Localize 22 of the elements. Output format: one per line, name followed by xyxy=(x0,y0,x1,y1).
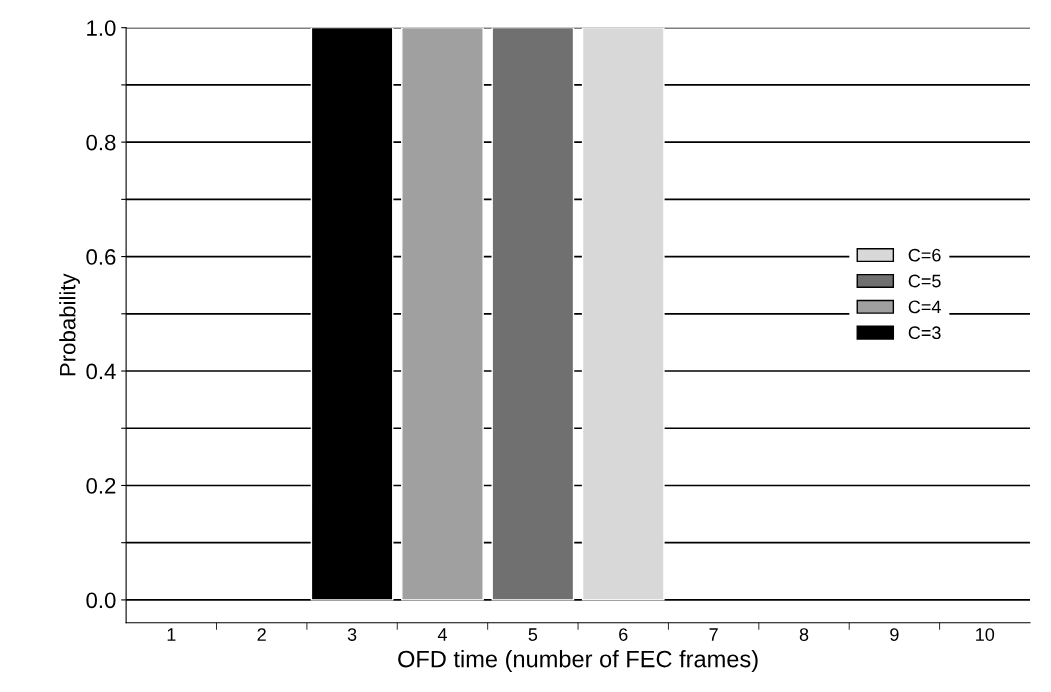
y-tick-label: 0.8 xyxy=(86,134,116,151)
legend-label: C=5 xyxy=(908,274,941,288)
y-tick-label: 0.6 xyxy=(86,249,116,265)
x-tick-label: 8 xyxy=(799,628,809,641)
x-tick-label: 10 xyxy=(976,628,995,641)
x-tick-label: 1 xyxy=(167,628,176,641)
legend-label: C=3 xyxy=(908,326,941,340)
x-tick-label: 7 xyxy=(709,628,718,641)
x-tick-label: 4 xyxy=(437,628,447,641)
x-tick-label: 6 xyxy=(619,628,628,641)
y-axis-title: Probability xyxy=(59,273,80,376)
x-tick-label: 3 xyxy=(347,628,357,641)
y-tick-label: 0.0 xyxy=(86,592,116,609)
x-axis-title: OFD time (number of FEC frames) xyxy=(398,650,758,673)
x-tick-label: 9 xyxy=(890,628,899,641)
y-tick-label: 0.4 xyxy=(86,363,116,380)
x-tick-label: 5 xyxy=(528,628,538,641)
y-tick-label: 0.2 xyxy=(86,478,116,494)
legend-label: C=6 xyxy=(908,248,941,262)
legend-label: C=4 xyxy=(908,300,941,314)
y-tick-label: 1.0 xyxy=(87,20,116,36)
x-tick-label: 2 xyxy=(257,628,266,641)
